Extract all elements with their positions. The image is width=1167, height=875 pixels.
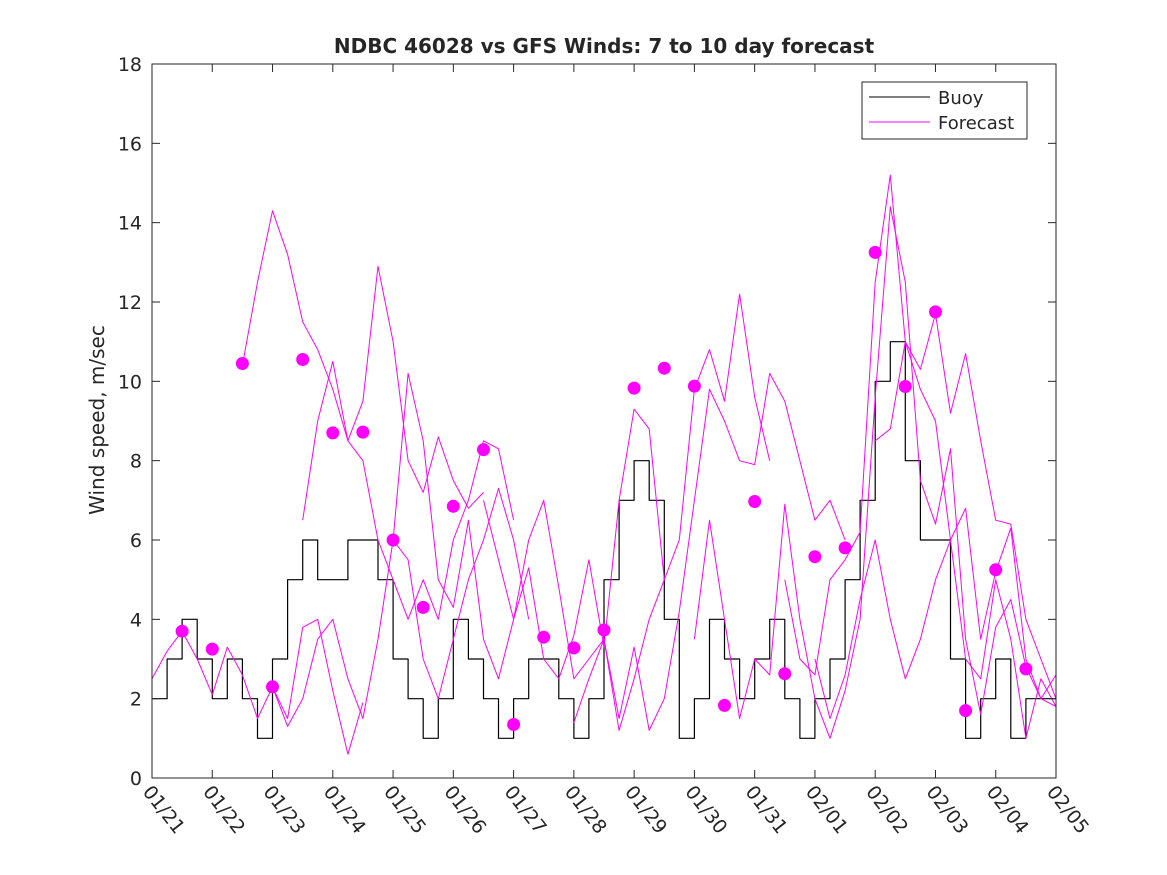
y-tick-label: 18	[118, 54, 142, 76]
y-tick-label: 2	[130, 689, 142, 711]
forecast-marker	[838, 541, 852, 555]
forecast-marker	[808, 550, 822, 564]
forecast-marker	[959, 704, 973, 718]
y-axis-label: Wind speed, m/sec	[85, 325, 109, 515]
forecast-marker	[898, 380, 912, 393]
forecast-series-line-1	[241, 210, 484, 509]
legend-label-buoy: Buoy	[938, 88, 984, 109]
forecast-marker	[266, 680, 279, 694]
forecast-marker	[989, 563, 1003, 577]
forecast-marker	[235, 357, 249, 370]
y-tick-label: 14	[118, 213, 142, 235]
forecast-series-line-6	[483, 293, 771, 731]
forecast-marker	[296, 353, 310, 366]
y-tick-label: 10	[118, 371, 142, 393]
y-tick-label: 6	[130, 530, 142, 552]
forecast-marker	[718, 698, 731, 712]
y-tick-label: 12	[118, 292, 142, 314]
plot-area	[151, 174, 1057, 755]
y-tick-label: 4	[130, 609, 142, 631]
forecast-series-line-11	[814, 539, 1057, 739]
forecast-series-line-10	[874, 313, 1057, 699]
forecast-marker	[657, 361, 671, 375]
forecast-marker	[446, 499, 460, 513]
chart-title: NDBC 46028 vs GFS Winds: 7 to 10 day for…	[334, 34, 875, 58]
forecast-series-line-3	[151, 618, 364, 755]
forecast-marker	[386, 533, 400, 547]
legend: Buoy Forecast	[861, 81, 1028, 140]
forecast-series-line-2	[302, 361, 515, 620]
forecast-marker	[507, 718, 521, 731]
forecast-marker	[929, 305, 942, 319]
forecast-series-line-7	[573, 372, 846, 731]
forecast-marker	[175, 624, 189, 638]
forecast-series-line-5	[392, 372, 665, 680]
buoy-series-line	[152, 341, 1056, 739]
plot-frame	[151, 63, 1057, 779]
forecast-marker	[205, 642, 219, 656]
forecast-marker	[868, 245, 882, 259]
forecast-marker	[416, 600, 430, 614]
forecast-marker	[687, 379, 701, 393]
y-tick-label: 16	[118, 133, 142, 155]
forecast-marker	[326, 426, 340, 440]
legend-label-forecast: Forecast	[938, 113, 1014, 134]
forecast-marker	[567, 641, 581, 655]
forecast-marker	[537, 630, 551, 644]
forecast-marker	[1019, 662, 1033, 676]
forecast-marker	[477, 443, 490, 457]
forecast-series-line-8	[693, 206, 1057, 739]
legend-box	[861, 81, 1028, 140]
forecast-series-line-4	[272, 487, 530, 727]
forecast-marker	[356, 425, 370, 439]
forecast-marker	[778, 667, 792, 681]
y-tick-label: 8	[130, 451, 142, 473]
forecast-marker	[597, 623, 611, 637]
forecast-marker	[627, 381, 641, 395]
forecast-series-line-9	[784, 174, 1057, 708]
y-tick-label: 0	[130, 768, 142, 790]
forecast-marker	[748, 495, 762, 508]
